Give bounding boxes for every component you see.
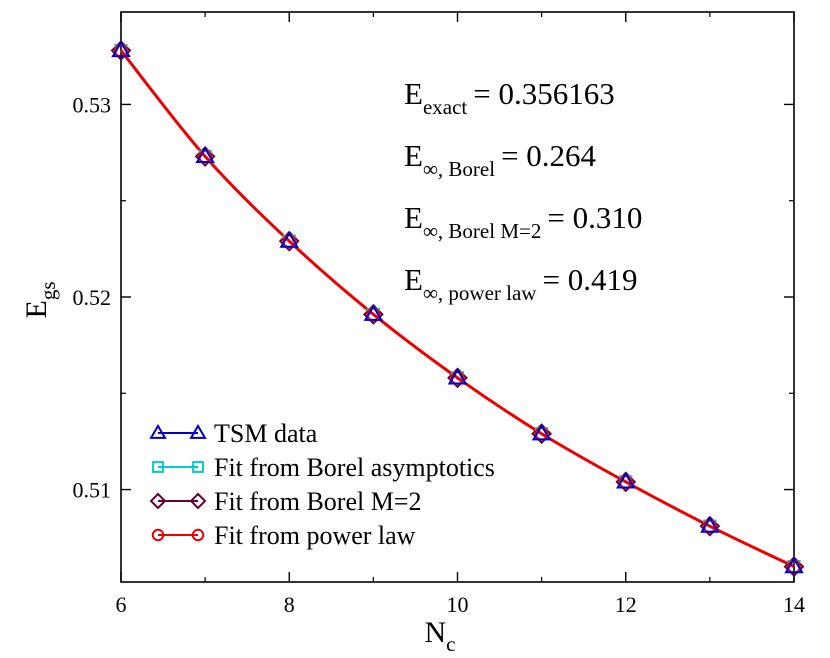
point-tsm-data <box>447 367 468 385</box>
legend-label-tsm-data: TSM data <box>214 419 318 448</box>
point-tsm-data <box>195 146 215 164</box>
point-tsm-data <box>531 423 552 441</box>
legend: TSM data Fit from Borel asymptotics Fit fr… <box>149 419 495 550</box>
point-tsm-data <box>111 40 131 58</box>
legend-marker-start <box>152 461 164 473</box>
point-tsm-data <box>616 471 636 489</box>
legend-marker-end <box>189 424 207 439</box>
annotations: Eexact = 0.356163 E∞, Borel = 0.264 E∞, Bore… <box>404 76 642 305</box>
x-tick-label: 12 <box>615 592 637 617</box>
point-tsm-data <box>363 304 384 321</box>
series-layer <box>110 40 805 578</box>
x-tick-label: 10 <box>447 592 469 617</box>
legend-marker-end <box>191 528 205 542</box>
y-tick-label: 0.53 <box>73 92 112 117</box>
y-tick-label: 0.51 <box>73 478 112 503</box>
legend-marker-start <box>149 424 167 439</box>
y-tick-label: 0.52 <box>73 285 112 310</box>
legend-label-fit-from-power-law: Fit from power law <box>214 521 416 550</box>
series-line-fit-from-power-law <box>119 49 795 568</box>
x-axis-label: Nc <box>425 616 456 656</box>
axis-ticks: 6 8 10 12 14 0.51 0.52 0.53 <box>73 12 805 617</box>
annotation-4: E∞, power law = 0.419 <box>404 262 637 305</box>
legend-marker-start <box>149 492 167 510</box>
legend-label-fit-from-borel-m-2: Fit from Borel M=2 <box>214 487 422 516</box>
x-tick-label: 6 <box>116 592 127 617</box>
y-axis-label: Egs <box>20 281 60 318</box>
point-tsm-data <box>700 516 720 533</box>
point-tsm-data <box>279 231 299 248</box>
legend-label-fit-from-borel-asymptotics: Fit from Borel asymptotics <box>214 453 495 482</box>
annotation-2: E∞, Borel = 0.264 <box>404 138 597 181</box>
x-tick-label: 8 <box>284 592 295 617</box>
legend-marker-end <box>192 461 204 473</box>
annotation-3: E∞, Borel M=2 = 0.310 <box>404 200 642 243</box>
annotation-1: Eexact = 0.356163 <box>404 76 615 119</box>
point-tsm-data <box>784 556 804 574</box>
legend-marker-start <box>151 528 165 542</box>
x-tick-label: 14 <box>783 592 805 617</box>
legend-marker-end <box>189 492 207 510</box>
